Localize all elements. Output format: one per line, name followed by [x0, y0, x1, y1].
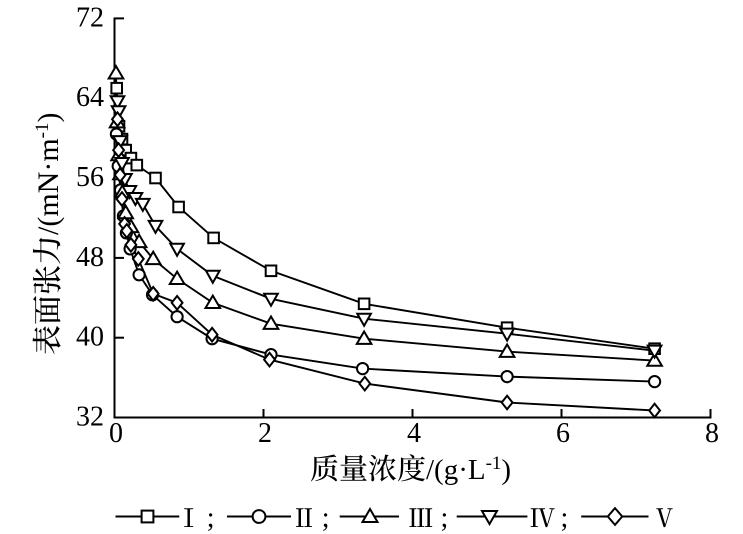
svg-text:64: 64: [76, 82, 104, 113]
svg-text:6: 6: [556, 418, 570, 449]
svg-text:72: 72: [76, 2, 104, 33]
svg-text:2: 2: [258, 418, 272, 449]
svg-text:48: 48: [76, 242, 104, 273]
svg-text:;: ;: [207, 503, 215, 534]
svg-text:;: ;: [441, 503, 449, 534]
svg-text:/(g·L-1): /(g·L-1): [426, 453, 511, 486]
svg-text:56: 56: [76, 162, 104, 193]
svg-text:;: ;: [561, 503, 569, 534]
svg-text:32: 32: [76, 402, 104, 433]
svg-text:4: 4: [407, 418, 421, 449]
svg-text:8: 8: [705, 418, 719, 449]
svg-text:40: 40: [76, 322, 104, 353]
svg-text:0: 0: [109, 418, 123, 449]
svg-text:;: ;: [322, 503, 330, 534]
